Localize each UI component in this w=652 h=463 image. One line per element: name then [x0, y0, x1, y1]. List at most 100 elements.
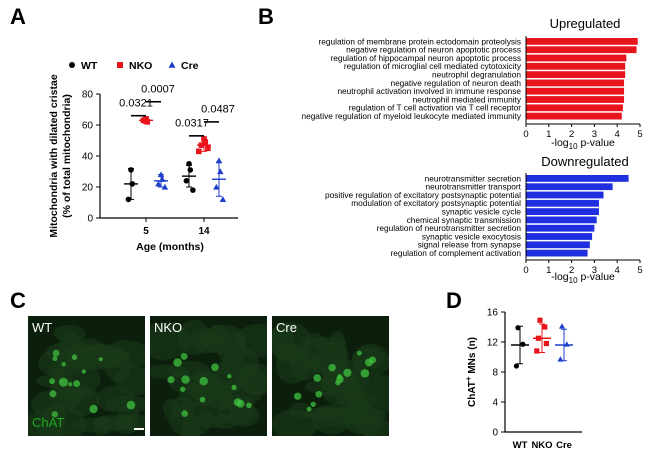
- bar: [526, 175, 629, 182]
- category-label: regulation of neurotransmitter secretion: [377, 223, 522, 233]
- chat-positive-cell: [52, 349, 60, 357]
- bar: [526, 79, 625, 87]
- category-label: chemical synaptic transmission: [407, 215, 522, 225]
- chart-title: Upregulated: [550, 16, 621, 31]
- x-axis-title: -log10 p-value: [551, 271, 615, 285]
- category-label: positive regulation of excitatory postsy…: [325, 190, 521, 200]
- chat-positive-cell: [328, 363, 336, 372]
- legend-label-cre: Cre: [181, 60, 199, 72]
- p-value-label: 0.0317: [175, 118, 209, 130]
- data-point-cre: [219, 196, 227, 202]
- category-label: negative regulation of neuron apoptotic …: [346, 45, 521, 55]
- bar: [526, 191, 604, 199]
- chat-positive-cell: [227, 374, 232, 379]
- legend-label-nko: NKO: [129, 60, 152, 72]
- tissue-texture: [93, 414, 135, 431]
- chat-positive-cell: [313, 374, 322, 382]
- bar: [526, 54, 627, 62]
- panel-label-b: B: [258, 4, 274, 29]
- y-tick-label: 0: [87, 214, 93, 225]
- x-tick-label: 3: [592, 129, 597, 140]
- bar: [526, 104, 623, 112]
- chat-positive-cell: [360, 368, 370, 378]
- p-value-label: 0.0487: [201, 104, 235, 116]
- category-label: regulation of microglial cell mediated c…: [344, 61, 522, 71]
- data-point-nko: [198, 142, 205, 148]
- data-point-nko: [543, 340, 549, 347]
- micrograph-label-cre: Cre: [276, 320, 297, 335]
- bar: [526, 112, 622, 120]
- chat-positive-cell: [173, 358, 182, 367]
- data-point-cre: [155, 180, 162, 187]
- x-tick-label: 5: [143, 226, 149, 237]
- micrograph-nko: NKO: [150, 316, 267, 436]
- tissue-texture: [49, 378, 83, 412]
- nko-cell-texture: [150, 316, 267, 436]
- data-point-cre: [159, 176, 166, 182]
- category-label: neutrophil degranulation: [432, 70, 521, 80]
- y-tick-label: 40: [82, 152, 94, 163]
- category-label: negative regulation of neuron death: [390, 78, 521, 88]
- legend-marker-wt: [69, 62, 75, 68]
- x-tick-label: 0: [523, 129, 528, 140]
- panel-label-a: A: [10, 4, 26, 29]
- category-label: regulation of membrane protein ectodomai…: [319, 36, 521, 46]
- data-point-cre: [213, 183, 220, 190]
- category-label: negative regulation of myeloid leukocyte…: [301, 111, 521, 121]
- chat-positive-cell: [310, 401, 316, 407]
- tissue-texture: [66, 338, 109, 370]
- tissue-texture: [356, 375, 389, 413]
- chat-positive-cell: [343, 368, 352, 377]
- data-point-wt: [186, 160, 192, 167]
- category-label: neurotransmitter secretion: [425, 173, 522, 183]
- chat-positive-cell: [181, 375, 190, 384]
- cre-cell-texture: [272, 316, 389, 436]
- y-tick-label: 60: [82, 121, 94, 132]
- bar: [526, 87, 625, 95]
- data-point-nko: [537, 317, 543, 323]
- chat-positive-cell: [306, 406, 312, 412]
- tissue-texture: [310, 404, 354, 427]
- tissue-texture: [321, 359, 365, 389]
- chat-positive-cell: [335, 379, 341, 386]
- data-point-nko: [205, 145, 211, 152]
- y-tick-label: 12: [487, 338, 499, 349]
- panel-label-d: D: [446, 288, 462, 313]
- panel-label-c: C: [10, 288, 26, 313]
- y-axis-title: Mitochondria with dilated cristae(% of t…: [48, 74, 73, 238]
- panel-d-scatter-chart: 0 4 8 12 16 WT NKO Cre ChAT+ MNs (n): [464, 308, 582, 451]
- chat-positive-cell: [89, 404, 98, 414]
- legend-marker-cre: [168, 61, 176, 68]
- chat-positive-cell: [58, 377, 68, 387]
- y-tick-label: 8: [492, 368, 498, 379]
- category-label: neutrophil mediated immunity: [413, 94, 522, 104]
- category-label: neutrophil activation involved in immune…: [337, 86, 521, 96]
- x-tick-label: 5: [637, 129, 642, 140]
- data-point-wt: [125, 196, 132, 203]
- scale-bar: [134, 428, 144, 430]
- chat-positive-cell: [199, 376, 208, 386]
- category-label: synaptic vesicle exocytosis: [422, 231, 521, 241]
- data-point-nko: [144, 119, 151, 125]
- bar: [526, 46, 637, 54]
- data-point-cre: [217, 168, 224, 175]
- category-label: signal release from synapse: [418, 240, 522, 250]
- category-label: regulation of hippocampal neuron apoptot…: [331, 53, 522, 63]
- bar: [526, 249, 588, 257]
- x-axis-title: Age (months): [136, 241, 204, 253]
- legend-marker-nko: [117, 62, 123, 68]
- chat-positive-cell: [49, 378, 56, 385]
- data-point-nko: [201, 136, 207, 142]
- chat-positive-cell: [98, 357, 103, 362]
- bar: [526, 183, 613, 191]
- x-tick-label: 5: [637, 265, 642, 276]
- chat-positive-cell: [179, 386, 186, 392]
- category-label: synaptic vesicle cycle: [442, 207, 522, 217]
- category-label: modulation of excitatory postsynaptic po…: [351, 198, 521, 208]
- chat-positive-cell: [369, 356, 377, 364]
- micrograph-label-wt: WT: [32, 320, 53, 335]
- data-point-nko: [535, 335, 541, 341]
- y-tick-label: 20: [82, 183, 94, 194]
- micrograph-cre: Cre: [272, 316, 389, 436]
- data-point-nko: [202, 139, 209, 145]
